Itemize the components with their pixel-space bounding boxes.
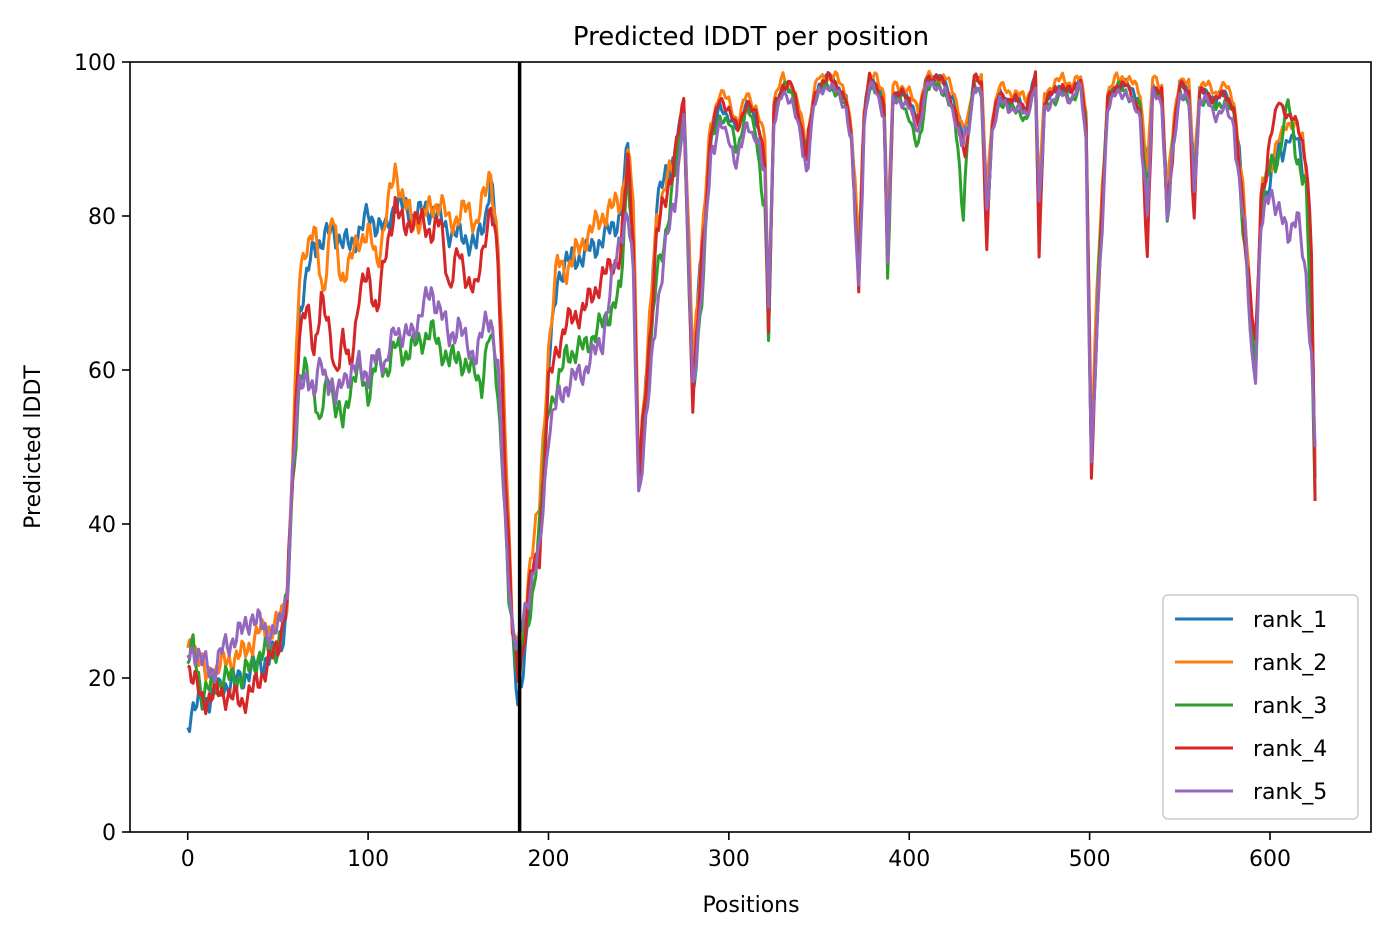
series-line-rank-4 — [186, 70, 1317, 716]
series-line-rank-2 — [186, 69, 1317, 688]
x-tick-label: 600 — [1249, 847, 1291, 872]
y-tick-label: 0 — [102, 821, 116, 846]
chart-title: Predicted lDDT per position — [573, 22, 929, 52]
legend: rank_1 rank_2 rank_3 rank_4 rank_5 — [1162, 594, 1359, 820]
y-tick-label: 100 — [74, 51, 116, 76]
y-axis-label: Predicted lDDT — [21, 365, 46, 529]
x-tick-label: 500 — [1069, 847, 1111, 872]
y-tick-label: 80 — [88, 205, 116, 230]
x-tick-label: 400 — [888, 847, 930, 872]
series-line-rank-5 — [186, 80, 1317, 684]
y-tick-label: 40 — [88, 513, 116, 538]
series-lines — [186, 69, 1317, 734]
legend-label: rank_3 — [1253, 694, 1327, 719]
legend-label: rank_1 — [1253, 608, 1327, 633]
x-axis-label: Positions — [702, 893, 799, 918]
legend-label: rank_4 — [1253, 737, 1327, 762]
legend-label: rank_2 — [1253, 651, 1327, 676]
y-tick-label: 20 — [88, 667, 116, 692]
x-tick-label: 0 — [181, 847, 195, 872]
legend-label: rank_5 — [1253, 780, 1327, 805]
x-tick-label: 100 — [347, 847, 389, 872]
y-tick-label: 60 — [88, 359, 116, 384]
x-tick-label: 300 — [708, 847, 750, 872]
x-tick-label: 200 — [527, 847, 569, 872]
plot-frame — [129, 61, 1372, 833]
axis-ticks: 0 100 200 300 400 500 600 0 20 40 60 80 100 — [74, 51, 1291, 872]
series-line-rank-3 — [186, 78, 1317, 710]
legend-box — [1162, 594, 1359, 820]
